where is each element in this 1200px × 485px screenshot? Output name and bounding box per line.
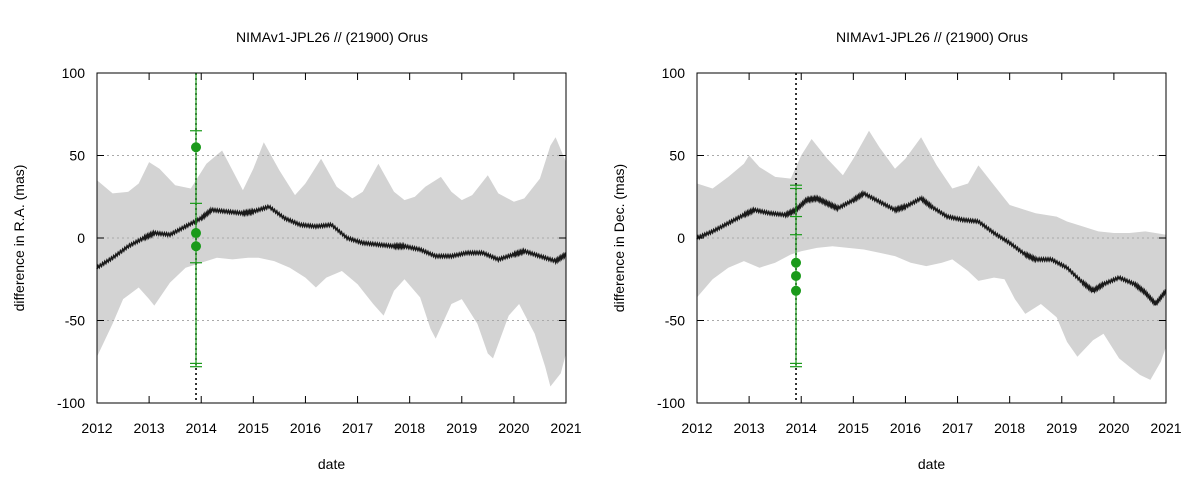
- y-axis-label: difference in R.A. (mas): [11, 165, 27, 312]
- y-tick-label: -100: [657, 395, 685, 411]
- x-tick-label: 2014: [786, 420, 817, 436]
- observation-point: [791, 257, 802, 268]
- series-line-1: [696, 189, 1167, 307]
- x-tick-label: 2015: [838, 420, 869, 436]
- x-tick-label: 2020: [1098, 420, 1129, 436]
- observation-point: [791, 285, 802, 296]
- x-tick-label: 2018: [394, 420, 425, 436]
- y-tick-label: 50: [669, 148, 685, 164]
- chart-panel-2: -100 -50 0 50 100 2012 2013 2014 2015 2016 2017 201…: [611, 29, 1182, 472]
- y-tick-label: 0: [677, 230, 685, 246]
- x-tick-label: 2014: [186, 420, 217, 436]
- x-tick-label: 2013: [134, 420, 165, 436]
- y-axis-label: difference in Dec. (mas): [611, 164, 627, 312]
- x-tick-label: 2018: [994, 420, 1025, 436]
- x-axis-label: date: [318, 456, 345, 472]
- x-tick-label: 2016: [890, 420, 921, 436]
- observation-point: [191, 142, 202, 153]
- x-tick-label: 2017: [342, 420, 373, 436]
- y-tick-label: -50: [65, 313, 85, 329]
- uncertainty-band: [697, 130, 1166, 380]
- y-tick-label: 100: [662, 65, 686, 81]
- y-tick-label: 0: [77, 230, 85, 246]
- chart-title: NIMAv1-JPL26 // (21900) Orus: [236, 29, 428, 45]
- x-tick-label: 2012: [681, 420, 712, 436]
- x-tick-label: 2016: [290, 420, 321, 436]
- x-tick-label: 2020: [498, 420, 529, 436]
- x-tick-label: 2019: [1046, 420, 1077, 436]
- observation-point: [791, 270, 802, 281]
- chart-title: NIMAv1-JPL26 // (21900) Orus: [836, 29, 1028, 45]
- x-tick-label: 2017: [942, 420, 973, 436]
- x-axis-label: date: [918, 456, 945, 472]
- y-tick-label: -100: [57, 395, 85, 411]
- y-tick-label: -50: [665, 313, 685, 329]
- x-tick-label: 2019: [446, 420, 477, 436]
- observation-point: [191, 228, 202, 239]
- x-tick-label: 2021: [550, 420, 581, 436]
- y-tick-label: 50: [69, 148, 85, 164]
- chart-panel-1: -100 -50 0 50 100 2012 2013 2014 2015 2016 2017 201…: [11, 29, 582, 472]
- x-tick-label: 2012: [81, 420, 112, 436]
- y-tick-label: 100: [62, 65, 86, 81]
- series-line-1: [96, 203, 567, 270]
- x-tick-label: 2013: [734, 420, 765, 436]
- x-tick-label: 2015: [238, 420, 269, 436]
- uncertainty-band: [97, 137, 566, 387]
- observation-point: [191, 241, 202, 252]
- x-tick-label: 2021: [1150, 420, 1181, 436]
